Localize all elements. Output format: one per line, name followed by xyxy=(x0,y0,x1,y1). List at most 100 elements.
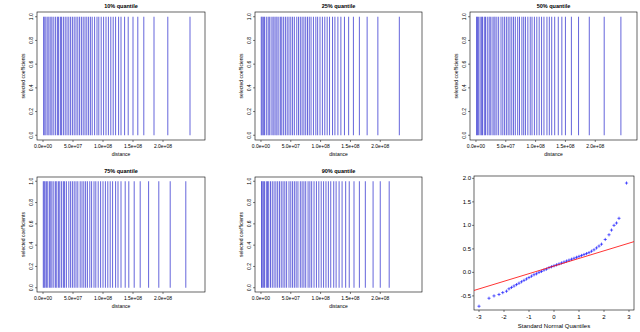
point xyxy=(607,233,610,236)
spike xyxy=(100,181,101,287)
spike xyxy=(103,181,104,287)
point xyxy=(625,181,628,184)
y-tick-label: 1.0 xyxy=(246,178,252,185)
spike xyxy=(476,17,477,136)
chart-title: 25% quantile xyxy=(322,3,356,9)
spike xyxy=(344,17,345,136)
x-tick-label: 1 xyxy=(577,314,581,320)
x-tick-label: 1.0e+08 xyxy=(311,295,329,301)
spike xyxy=(271,17,272,136)
spike xyxy=(399,17,400,136)
point xyxy=(612,224,615,227)
y-tick xyxy=(253,202,255,203)
spike xyxy=(307,17,308,136)
y-tick-label: 0.6 xyxy=(246,220,252,227)
spike xyxy=(309,181,310,287)
spike xyxy=(94,17,95,136)
spike xyxy=(285,17,286,136)
spike xyxy=(305,17,306,136)
spike xyxy=(82,181,83,287)
spike xyxy=(55,17,56,136)
point xyxy=(505,290,508,293)
plot-frame xyxy=(474,176,634,310)
spike xyxy=(63,17,64,136)
x-tick xyxy=(554,310,555,312)
spike xyxy=(604,17,605,136)
y-tick-label: 0.0 xyxy=(28,132,34,139)
plot-area xyxy=(262,181,390,287)
point xyxy=(592,248,595,251)
x-tick-label: 2.0e+08 xyxy=(154,295,172,301)
spike xyxy=(337,17,338,136)
spike xyxy=(68,181,69,287)
spike xyxy=(108,17,109,136)
spike xyxy=(321,181,322,287)
x-tick xyxy=(103,140,104,142)
spike xyxy=(137,17,138,136)
spike xyxy=(345,181,346,287)
x-tick xyxy=(290,292,291,294)
spike xyxy=(389,181,390,287)
spike xyxy=(66,181,67,287)
y-tick xyxy=(253,64,255,65)
x-tick xyxy=(565,140,566,142)
spike xyxy=(277,181,278,287)
figure: 0.0e+005.0e+071.0e+081.5e+082.0e+080.00.… xyxy=(0,0,640,332)
spike xyxy=(286,181,287,287)
spike xyxy=(124,17,125,136)
y-tick xyxy=(35,16,37,17)
y-tick xyxy=(468,87,470,88)
spike xyxy=(292,181,293,287)
spike xyxy=(72,181,73,287)
x-tick-label: 1.5e+08 xyxy=(556,143,574,149)
plot-area xyxy=(43,181,186,287)
spike xyxy=(268,17,269,136)
y-tick xyxy=(35,245,37,246)
spike xyxy=(105,181,106,287)
spike xyxy=(309,17,310,136)
panel: 0.0e+005.0e+071.0e+081.5e+082.0e+080.00.… xyxy=(453,3,637,157)
spike xyxy=(97,17,98,136)
spike xyxy=(264,181,265,287)
y-tick-label: 2.0 xyxy=(463,175,472,181)
spike xyxy=(495,17,496,136)
point xyxy=(610,228,613,231)
plot-frame xyxy=(37,12,205,140)
spike xyxy=(284,181,285,287)
spike xyxy=(578,17,579,136)
point xyxy=(497,293,500,296)
spike xyxy=(283,181,284,287)
x-tick xyxy=(535,140,536,142)
spike xyxy=(49,17,50,136)
spike xyxy=(317,17,318,136)
spike xyxy=(521,17,522,136)
spike xyxy=(316,181,317,287)
spike xyxy=(339,181,340,287)
spike xyxy=(565,17,566,136)
y-tick xyxy=(35,135,37,136)
x-axis-label: Standard Normal Quantiles xyxy=(518,323,590,329)
spike xyxy=(298,17,299,136)
spike xyxy=(281,181,282,287)
spike xyxy=(128,17,129,136)
plot-area xyxy=(477,17,621,136)
x-tick-label: -3 xyxy=(476,314,482,320)
y-tick-label: 0.0 xyxy=(246,284,252,291)
spike xyxy=(87,181,88,287)
spike xyxy=(65,17,66,136)
chart-title: 90% quantile xyxy=(322,168,356,174)
y-tick xyxy=(472,178,474,179)
spike xyxy=(118,17,119,136)
x-tick-label: 1.5e+08 xyxy=(341,143,359,149)
spike xyxy=(43,181,44,287)
spike xyxy=(77,17,78,136)
spike xyxy=(519,17,520,136)
spike xyxy=(283,17,284,136)
y-tick xyxy=(253,245,255,246)
y-axis-label: selected coefficients xyxy=(238,212,244,257)
spike xyxy=(118,181,119,287)
spike xyxy=(121,17,122,136)
y-tick-label: 0.4 xyxy=(28,241,34,248)
y-tick-label: -0.5 xyxy=(461,293,472,299)
spike xyxy=(275,17,276,136)
